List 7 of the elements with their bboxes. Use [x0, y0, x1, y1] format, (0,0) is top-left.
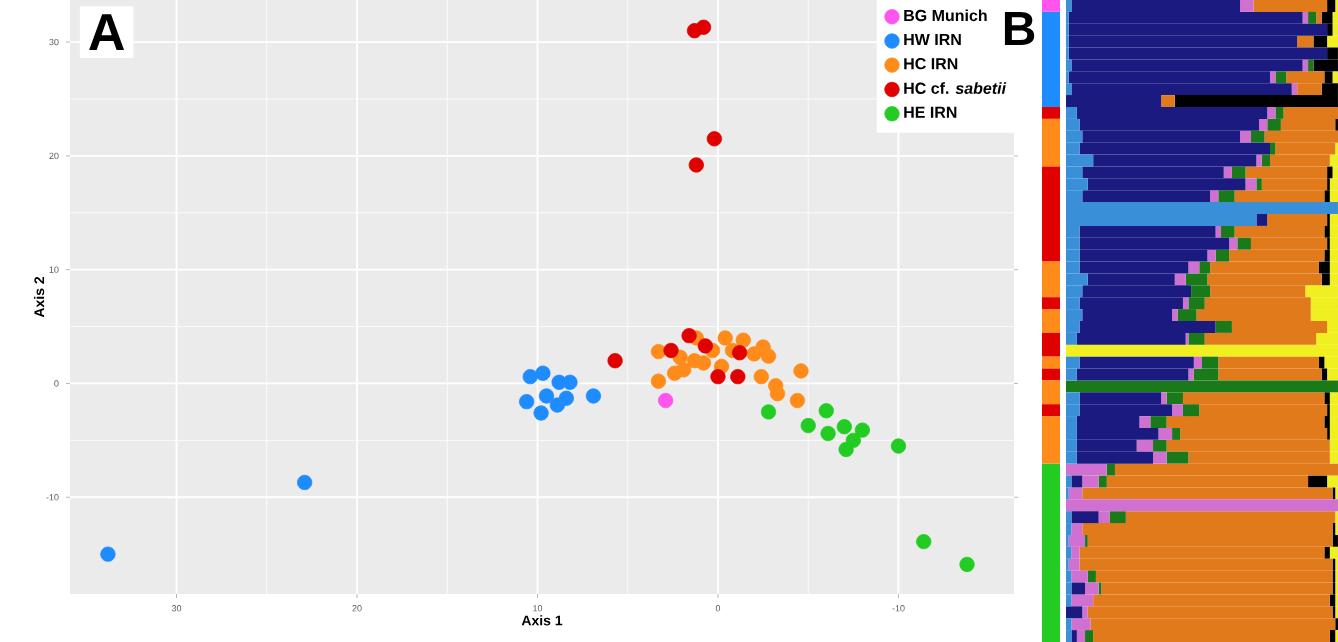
legend-label: HC IRN [904, 58, 958, 70]
legend-label: HW IRN [904, 34, 961, 46]
legend-label: HE IRN [904, 106, 957, 118]
legend-label: BG Munich [904, 9, 987, 22]
annotation: A [89, 14, 125, 51]
legend-label: HC cf. sabetii [904, 82, 1007, 94]
annotation: B [1004, 12, 1035, 46]
